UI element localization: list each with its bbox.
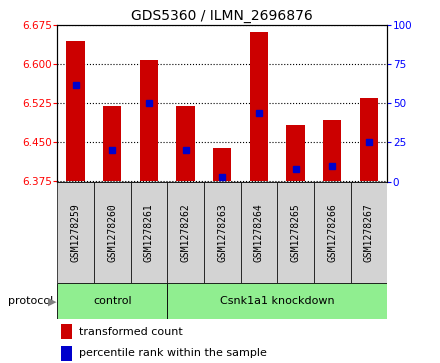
Text: GSM1278266: GSM1278266: [327, 203, 337, 262]
Bar: [286, 125, 305, 182]
Bar: [250, 32, 268, 182]
Bar: [314, 182, 351, 283]
Bar: [167, 182, 204, 283]
Bar: [167, 283, 387, 319]
Bar: [57, 182, 94, 283]
Text: GSM1278267: GSM1278267: [364, 203, 374, 262]
Text: protocol: protocol: [7, 296, 53, 306]
Bar: [176, 106, 195, 182]
Bar: [61, 324, 72, 339]
Bar: [213, 148, 231, 182]
Bar: [204, 182, 241, 283]
Bar: [61, 346, 72, 361]
Text: GSM1278265: GSM1278265: [290, 203, 301, 262]
Text: GSM1278261: GSM1278261: [144, 203, 154, 262]
Text: Csnk1a1 knockdown: Csnk1a1 knockdown: [220, 296, 334, 306]
Text: control: control: [93, 296, 132, 306]
Bar: [57, 283, 167, 319]
Bar: [103, 106, 121, 182]
Bar: [140, 60, 158, 182]
Bar: [94, 182, 131, 283]
Text: percentile rank within the sample: percentile rank within the sample: [79, 348, 267, 358]
Text: GSM1278262: GSM1278262: [180, 203, 191, 262]
Text: GSM1278264: GSM1278264: [254, 203, 264, 262]
Title: GDS5360 / ILMN_2696876: GDS5360 / ILMN_2696876: [131, 9, 313, 23]
Text: ▶: ▶: [48, 296, 57, 306]
Text: transformed count: transformed count: [79, 327, 183, 337]
Bar: [323, 120, 341, 182]
Text: GSM1278260: GSM1278260: [107, 203, 117, 262]
Bar: [241, 182, 277, 283]
Bar: [360, 98, 378, 182]
Text: GSM1278263: GSM1278263: [217, 203, 227, 262]
Bar: [131, 182, 167, 283]
Bar: [66, 41, 85, 182]
Bar: [351, 182, 387, 283]
Bar: [277, 182, 314, 283]
Text: GSM1278259: GSM1278259: [70, 203, 81, 262]
